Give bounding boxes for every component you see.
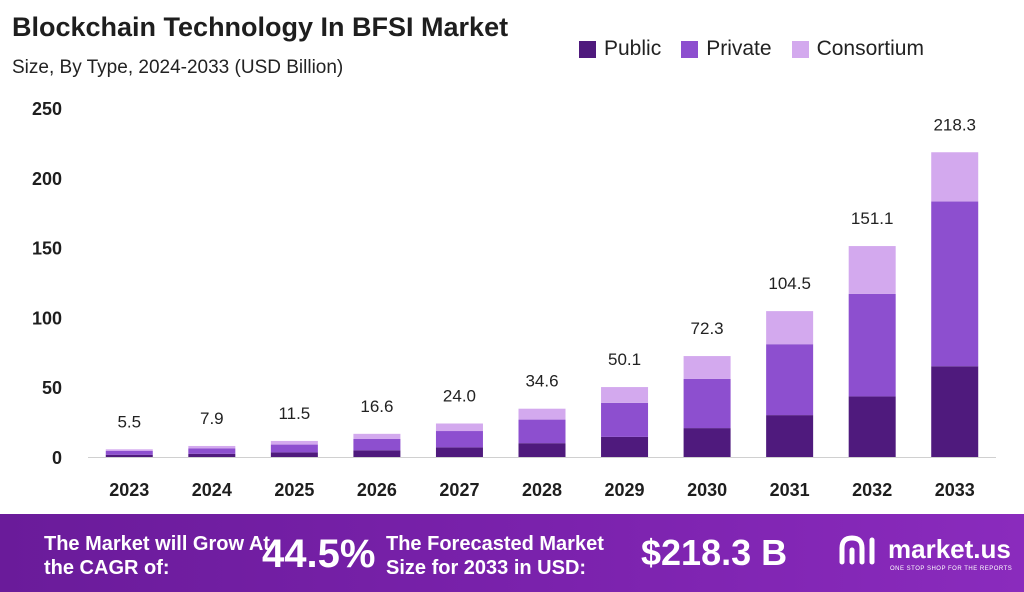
bar-chart: 0 50 100 150 200 250 5.5 2023 7.9 2024 11.5 2025 16.… bbox=[32, 99, 996, 500]
legend-swatch-private bbox=[681, 40, 699, 58]
bar-private-2027 bbox=[435, 431, 483, 448]
bar-public-2033 bbox=[931, 366, 979, 457]
data-label-2032: 151.1 bbox=[851, 209, 894, 228]
bar-consortium-2026 bbox=[353, 433, 401, 439]
bar-consortium-2023 bbox=[105, 449, 153, 451]
bar-private-2033 bbox=[931, 201, 979, 367]
data-label-2031: 104.5 bbox=[768, 274, 811, 293]
bar-consortium-2032 bbox=[848, 246, 896, 294]
data-label-2023: 5.5 bbox=[117, 412, 141, 431]
x-tick-label-2023: 2023 bbox=[109, 480, 149, 500]
bar-private-2030 bbox=[683, 378, 731, 429]
bar-private-2025 bbox=[270, 444, 318, 453]
bar-private-2026 bbox=[353, 438, 401, 451]
brand-name: market.us bbox=[888, 534, 1011, 564]
bar-consortium-2025 bbox=[270, 440, 318, 445]
legend: Public Private Consortium bbox=[579, 37, 924, 61]
chart-title: Blockchain Technology In BFSI Market bbox=[12, 12, 509, 42]
x-tick-label-2024: 2024 bbox=[192, 480, 232, 500]
legend-item-public: Public bbox=[579, 37, 661, 61]
y-tick-label: 250 bbox=[32, 99, 62, 119]
data-label-2024: 7.9 bbox=[200, 409, 224, 428]
bar-public-2026 bbox=[353, 450, 401, 457]
chart-subtitle: Size, By Type, 2024-2033 (USD Billion) bbox=[12, 57, 344, 78]
bar-consortium-2033 bbox=[931, 152, 979, 202]
x-tick-label-2028: 2028 bbox=[522, 480, 562, 500]
x-tick-label-2025: 2025 bbox=[274, 480, 314, 500]
bar-consortium-2028 bbox=[518, 408, 566, 420]
bar-private-2024 bbox=[188, 448, 236, 454]
data-label-2025: 11.5 bbox=[278, 404, 310, 423]
x-tick-label-2033: 2033 bbox=[935, 480, 975, 500]
legend-label-public: Public bbox=[604, 37, 662, 60]
bar-public-2027 bbox=[435, 447, 483, 457]
bar-consortium-2031 bbox=[766, 311, 814, 345]
data-label-2033: 218.3 bbox=[933, 115, 976, 134]
brand-logo-icon bbox=[839, 535, 875, 565]
legend-swatch-consortium bbox=[791, 40, 809, 58]
x-tick-label-2026: 2026 bbox=[357, 480, 397, 500]
bar-private-2031 bbox=[766, 344, 814, 416]
y-tick-label: 0 bbox=[52, 448, 62, 468]
legend-label-private: Private bbox=[706, 37, 772, 60]
bar-private-2032 bbox=[848, 293, 896, 397]
bar-public-2031 bbox=[766, 415, 814, 457]
data-label-2030: 72.3 bbox=[691, 319, 724, 338]
bar-public-2024 bbox=[188, 453, 236, 457]
bar-public-2028 bbox=[518, 443, 566, 457]
cagr-value: 44.5% bbox=[262, 532, 376, 576]
y-tick-label: 50 bbox=[42, 378, 62, 398]
y-tick-label: 100 bbox=[32, 308, 62, 328]
data-label-2026: 16.6 bbox=[360, 397, 393, 416]
bar-public-2023 bbox=[105, 454, 153, 457]
legend-label-consortium: Consortium bbox=[816, 37, 924, 60]
bar-private-2029 bbox=[601, 402, 649, 437]
bar-consortium-2027 bbox=[435, 423, 483, 432]
x-tick-label-2029: 2029 bbox=[605, 480, 645, 500]
legend-item-private: Private bbox=[681, 37, 772, 61]
legend-swatch-public bbox=[579, 40, 596, 58]
x-tick-label-2031: 2031 bbox=[770, 480, 810, 500]
footer-banner: The Market will Grow At the CAGR of: 44.… bbox=[0, 514, 1024, 592]
forecast-label: The Forecasted Market Size for 2033 in U… bbox=[386, 533, 604, 579]
brand-tagline: ONE STOP SHOP FOR THE REPORTS bbox=[890, 566, 1013, 572]
data-label-2027: 24.0 bbox=[443, 386, 476, 405]
bar-consortium-2024 bbox=[188, 445, 236, 449]
bar-public-2030 bbox=[683, 428, 731, 457]
bar-consortium-2030 bbox=[683, 356, 731, 379]
bar-private-2023 bbox=[105, 450, 153, 455]
forecast-value: $218.3 B bbox=[641, 532, 788, 573]
data-label-2028: 34.6 bbox=[525, 372, 558, 391]
y-tick-label: 150 bbox=[32, 239, 62, 259]
bar-public-2032 bbox=[848, 396, 896, 457]
bar-private-2028 bbox=[518, 419, 566, 444]
bar-public-2029 bbox=[601, 436, 649, 457]
y-tick-label: 200 bbox=[32, 169, 62, 189]
cagr-label: The Market will Grow At the CAGR of: bbox=[44, 533, 270, 579]
data-label-2029: 50.1 bbox=[608, 350, 641, 369]
x-tick-label-2027: 2027 bbox=[439, 480, 479, 500]
x-tick-label-2032: 2032 bbox=[852, 480, 892, 500]
bar-consortium-2029 bbox=[601, 387, 649, 403]
brand-logo[interactable]: market.us ONE STOP SHOP FOR THE REPORTS bbox=[838, 532, 1012, 573]
bar-public-2025 bbox=[270, 452, 318, 457]
x-tick-label-2030: 2030 bbox=[687, 480, 727, 500]
legend-item-consortium: Consortium bbox=[791, 37, 924, 61]
